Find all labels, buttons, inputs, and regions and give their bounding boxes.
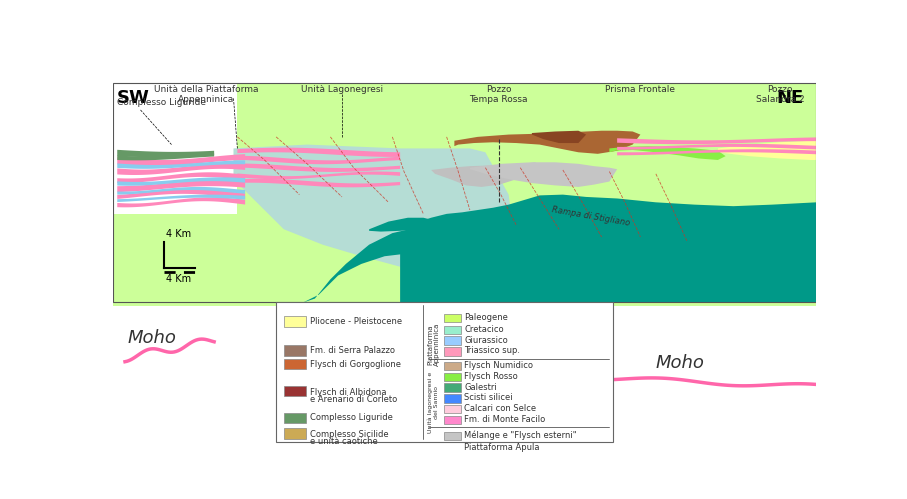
Text: Rampa di Stigliano: Rampa di Stigliano — [551, 205, 631, 228]
Bar — [284, 428, 306, 439]
Text: Unità lagonegresi e
del Sannio: Unità lagonegresi e del Sannio — [428, 372, 439, 433]
Bar — [113, 83, 816, 306]
Polygon shape — [117, 172, 245, 183]
Polygon shape — [238, 148, 400, 157]
Text: Piattaforma Apula: Piattaforma Apula — [464, 444, 540, 453]
Bar — [113, 83, 238, 214]
Polygon shape — [369, 218, 439, 232]
Polygon shape — [617, 149, 816, 155]
Polygon shape — [532, 131, 586, 143]
Polygon shape — [238, 172, 400, 179]
Text: Complesso Sicilide: Complesso Sicilide — [310, 430, 389, 439]
Text: Moho: Moho — [127, 329, 176, 347]
Bar — [444, 394, 462, 403]
Polygon shape — [117, 187, 245, 195]
Text: Unità della Piattaforma
Appenninica: Unità della Piattaforma Appenninica — [154, 84, 258, 104]
Polygon shape — [238, 164, 400, 172]
Text: Flysch di Gorgoglione: Flysch di Gorgoglione — [310, 360, 401, 369]
Bar — [444, 347, 462, 356]
Text: Scisti silicei: Scisti silicei — [464, 393, 513, 402]
Text: 4 Km: 4 Km — [166, 229, 191, 239]
Text: Pozzo
Salandra 2: Pozzo Salandra 2 — [756, 84, 805, 104]
Text: 4 Km: 4 Km — [166, 274, 191, 284]
Bar — [284, 386, 306, 396]
Polygon shape — [617, 137, 816, 144]
Polygon shape — [431, 162, 536, 187]
Text: Cretacico: Cretacico — [464, 325, 504, 334]
Polygon shape — [117, 195, 245, 202]
Bar — [444, 432, 462, 440]
Bar — [444, 336, 462, 345]
Bar — [444, 362, 462, 370]
Bar — [444, 416, 462, 424]
Text: Unità Lagonegresi: Unità Lagonegresi — [301, 84, 383, 93]
Text: Mélange e "Flysch esterni": Mélange e "Flysch esterni" — [464, 431, 577, 441]
Polygon shape — [617, 144, 816, 150]
Text: Pliocene - Pleistocene: Pliocene - Pleistocene — [310, 317, 403, 326]
Polygon shape — [717, 139, 816, 160]
Polygon shape — [238, 156, 400, 164]
Text: Flysch Rosso: Flysch Rosso — [464, 372, 518, 381]
Text: Fm. di Monte Facilo: Fm. di Monte Facilo — [464, 415, 546, 424]
Text: Calcari con Selce: Calcari con Selce — [464, 404, 537, 413]
Bar — [284, 413, 306, 423]
Bar — [444, 314, 462, 322]
Text: Flysch di Albidona: Flysch di Albidona — [310, 388, 386, 397]
Text: Moho: Moho — [656, 354, 705, 372]
Polygon shape — [117, 177, 245, 186]
Text: Piattaforma
Appenninica: Piattaforma Appenninica — [427, 323, 440, 366]
Polygon shape — [117, 153, 214, 160]
Polygon shape — [400, 195, 816, 302]
Polygon shape — [454, 131, 640, 154]
Polygon shape — [117, 160, 245, 169]
Text: Fm. di Serra Palazzo: Fm. di Serra Palazzo — [310, 346, 395, 355]
Text: Triassico sup.: Triassico sup. — [464, 346, 521, 355]
Polygon shape — [117, 197, 245, 208]
Text: Flysch Numidico: Flysch Numidico — [464, 361, 533, 370]
Text: Galestri: Galestri — [464, 383, 497, 392]
Bar — [284, 345, 306, 356]
Text: Giurassico: Giurassico — [464, 336, 508, 345]
Polygon shape — [303, 226, 463, 302]
Polygon shape — [238, 179, 400, 187]
Text: NE: NE — [775, 89, 803, 107]
Polygon shape — [117, 189, 245, 199]
Bar — [444, 325, 462, 334]
Polygon shape — [233, 145, 516, 287]
Bar — [276, 302, 613, 442]
Polygon shape — [470, 162, 617, 187]
Text: Complesso Liguride: Complesso Liguride — [310, 414, 393, 423]
Text: Prisma Frontale: Prisma Frontale — [605, 84, 676, 93]
Polygon shape — [117, 150, 214, 157]
Text: SW: SW — [117, 89, 151, 107]
Text: Paleogene: Paleogene — [464, 313, 508, 322]
Bar — [444, 405, 462, 413]
Bar — [113, 83, 816, 302]
Bar — [444, 383, 462, 392]
Text: e unità caotiche: e unità caotiche — [310, 437, 378, 446]
Polygon shape — [610, 146, 726, 160]
Polygon shape — [117, 180, 245, 192]
Polygon shape — [117, 164, 245, 175]
Text: Pozzo
Tempa Rossa: Pozzo Tempa Rossa — [469, 84, 528, 104]
Polygon shape — [117, 154, 245, 166]
Bar — [444, 372, 462, 381]
Bar — [284, 316, 306, 327]
Text: Complesso Liguride: Complesso Liguride — [117, 97, 206, 107]
Text: e Arenario di Corleto: e Arenario di Corleto — [310, 395, 397, 404]
Bar — [444, 444, 462, 453]
Bar — [284, 359, 306, 369]
